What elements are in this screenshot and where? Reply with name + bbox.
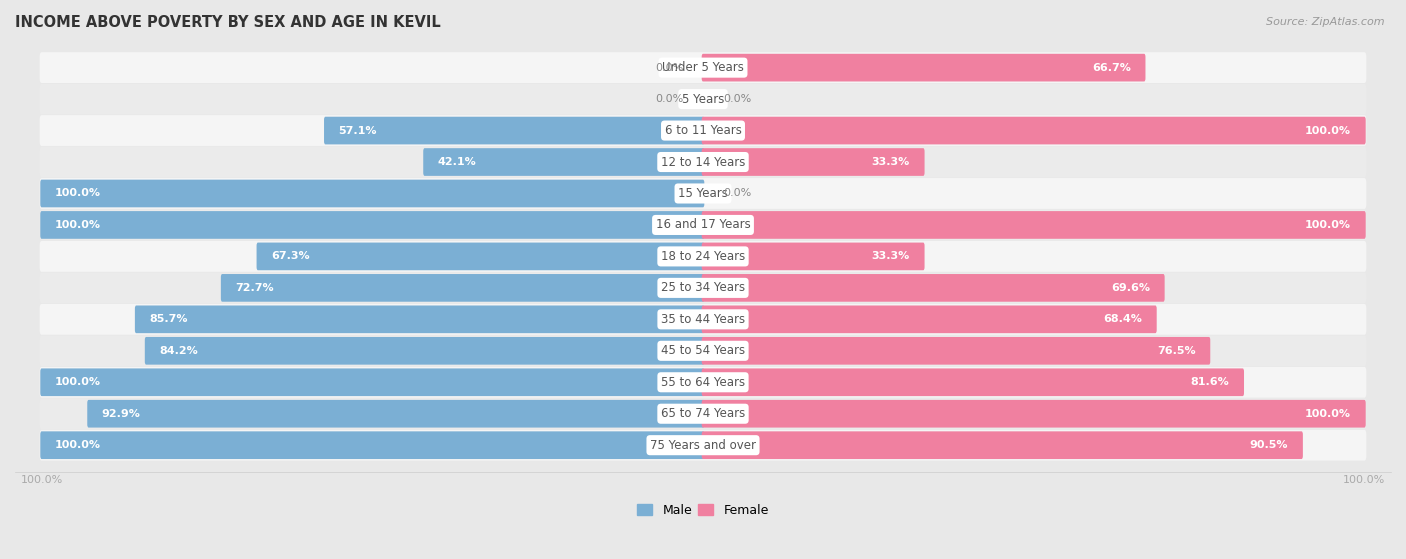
Text: 0.0%: 0.0% — [723, 94, 751, 104]
Text: 81.6%: 81.6% — [1191, 377, 1229, 387]
Text: 18 to 24 Years: 18 to 24 Years — [661, 250, 745, 263]
Text: 55 to 64 Years: 55 to 64 Years — [661, 376, 745, 389]
FancyBboxPatch shape — [702, 243, 925, 270]
Text: 69.6%: 69.6% — [1111, 283, 1150, 293]
FancyBboxPatch shape — [702, 117, 1365, 144]
Text: 76.5%: 76.5% — [1157, 346, 1195, 356]
FancyBboxPatch shape — [135, 306, 704, 333]
Text: 72.7%: 72.7% — [235, 283, 274, 293]
Text: 25 to 34 Years: 25 to 34 Years — [661, 281, 745, 295]
FancyBboxPatch shape — [87, 400, 704, 428]
FancyBboxPatch shape — [41, 432, 704, 459]
FancyBboxPatch shape — [39, 146, 1367, 177]
Text: 57.1%: 57.1% — [339, 126, 377, 136]
Text: 100.0%: 100.0% — [55, 220, 101, 230]
Text: 66.7%: 66.7% — [1092, 63, 1130, 73]
FancyBboxPatch shape — [39, 335, 1367, 366]
Text: 100.0%: 100.0% — [55, 377, 101, 387]
Text: 68.4%: 68.4% — [1104, 314, 1142, 324]
Legend: Male, Female: Male, Female — [633, 499, 773, 522]
Text: 0.0%: 0.0% — [655, 63, 683, 73]
FancyBboxPatch shape — [702, 54, 1146, 82]
FancyBboxPatch shape — [39, 399, 1367, 429]
FancyBboxPatch shape — [702, 337, 1211, 364]
Text: 100.0%: 100.0% — [1305, 126, 1351, 136]
Text: 90.5%: 90.5% — [1250, 440, 1288, 450]
Text: 100.0%: 100.0% — [1305, 220, 1351, 230]
Text: 65 to 74 Years: 65 to 74 Years — [661, 407, 745, 420]
Text: 67.3%: 67.3% — [271, 252, 309, 262]
Text: 35 to 44 Years: 35 to 44 Years — [661, 313, 745, 326]
FancyBboxPatch shape — [41, 179, 704, 207]
Text: 15 Years: 15 Years — [678, 187, 728, 200]
Text: 42.1%: 42.1% — [437, 157, 477, 167]
Text: Under 5 Years: Under 5 Years — [662, 61, 744, 74]
FancyBboxPatch shape — [39, 84, 1367, 115]
FancyBboxPatch shape — [39, 304, 1367, 335]
FancyBboxPatch shape — [39, 272, 1367, 304]
FancyBboxPatch shape — [702, 306, 1157, 333]
Text: 100.0%: 100.0% — [55, 188, 101, 198]
FancyBboxPatch shape — [41, 368, 704, 396]
FancyBboxPatch shape — [702, 211, 1365, 239]
Text: 85.7%: 85.7% — [149, 314, 188, 324]
Text: 92.9%: 92.9% — [101, 409, 141, 419]
Text: 6 to 11 Years: 6 to 11 Years — [665, 124, 741, 137]
FancyBboxPatch shape — [702, 368, 1244, 396]
Text: 75 Years and over: 75 Years and over — [650, 439, 756, 452]
Text: 0.0%: 0.0% — [723, 188, 751, 198]
FancyBboxPatch shape — [423, 148, 704, 176]
FancyBboxPatch shape — [702, 400, 1365, 428]
FancyBboxPatch shape — [39, 178, 1367, 209]
Text: 16 and 17 Years: 16 and 17 Years — [655, 219, 751, 231]
FancyBboxPatch shape — [39, 115, 1367, 146]
FancyBboxPatch shape — [323, 117, 704, 144]
Text: 0.0%: 0.0% — [655, 94, 683, 104]
FancyBboxPatch shape — [41, 211, 704, 239]
Text: 12 to 14 Years: 12 to 14 Years — [661, 155, 745, 168]
FancyBboxPatch shape — [39, 241, 1367, 272]
FancyBboxPatch shape — [702, 148, 925, 176]
FancyBboxPatch shape — [702, 274, 1164, 302]
FancyBboxPatch shape — [256, 243, 704, 270]
Text: 33.3%: 33.3% — [872, 252, 910, 262]
FancyBboxPatch shape — [39, 210, 1367, 240]
FancyBboxPatch shape — [39, 367, 1367, 397]
Text: 45 to 54 Years: 45 to 54 Years — [661, 344, 745, 357]
FancyBboxPatch shape — [145, 337, 704, 364]
FancyBboxPatch shape — [221, 274, 704, 302]
Text: Source: ZipAtlas.com: Source: ZipAtlas.com — [1267, 17, 1385, 27]
FancyBboxPatch shape — [702, 432, 1303, 459]
Text: 5 Years: 5 Years — [682, 93, 724, 106]
Text: INCOME ABOVE POVERTY BY SEX AND AGE IN KEVIL: INCOME ABOVE POVERTY BY SEX AND AGE IN K… — [15, 15, 441, 30]
Text: 33.3%: 33.3% — [872, 157, 910, 167]
FancyBboxPatch shape — [39, 52, 1367, 83]
FancyBboxPatch shape — [39, 430, 1367, 461]
Text: 100.0%: 100.0% — [55, 440, 101, 450]
Text: 100.0%: 100.0% — [1305, 409, 1351, 419]
Text: 84.2%: 84.2% — [159, 346, 198, 356]
